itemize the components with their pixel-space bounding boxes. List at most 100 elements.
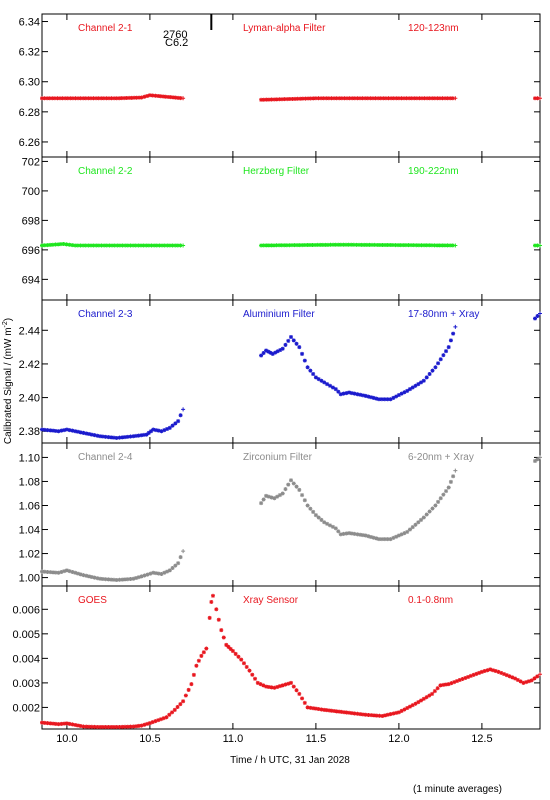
data-point [75,723,80,728]
data-point [142,94,147,99]
data-point [417,96,422,101]
data-point [307,243,312,248]
data-point [355,532,360,537]
data-point [311,509,316,514]
data-point [380,714,385,718]
data-point [120,435,125,440]
data-point [444,489,449,494]
data-point [78,96,83,101]
data-point [349,391,354,396]
y-axis-title-superscript: -2 [2,321,9,327]
data-point [149,429,154,434]
data-point [374,536,379,541]
data-point [413,522,418,527]
data-point [151,427,156,432]
data-point [325,242,330,247]
data-point [441,682,446,687]
data-point [120,724,125,729]
data-point [261,97,266,102]
data-point [363,393,368,398]
data-point [255,680,260,685]
data-point [120,243,125,248]
data-point [412,96,417,101]
data-point [107,243,112,248]
data-point [40,96,44,101]
data-point [401,243,406,248]
data-point [407,704,412,709]
data-point [170,423,175,428]
data-point [153,93,158,98]
data-point [50,96,55,101]
data-point [328,242,333,247]
data-point [337,96,342,101]
data-point [419,380,424,385]
data-point [419,243,424,248]
data-point [330,524,335,529]
data-point [170,565,175,570]
data-point [405,529,410,534]
data-point [152,243,157,248]
data-point [457,678,462,683]
data-point [441,492,446,497]
data-point [73,96,78,101]
data-point [119,96,124,101]
data-point [266,494,271,499]
data-point [40,427,44,432]
data-point [294,484,299,489]
data-point [360,712,365,717]
data-point [449,681,454,686]
data-point [289,243,294,248]
data-point [58,242,63,247]
data-point [81,724,86,729]
data-point [396,96,401,101]
panel-4: 1.00 1.02 1.04 1.06 1.08 1.10 Channel 2-4 Zirco… [19,442,542,587]
data-point [259,353,264,358]
data-point [170,710,175,715]
data-point [106,725,111,730]
data-point [333,387,338,392]
data-point [339,709,344,714]
data-point [325,521,330,526]
data-point [96,96,101,101]
data-point [336,242,341,247]
data-point [416,382,421,387]
y-tick-label: 0.003 [12,678,40,690]
data-point [78,243,83,248]
data-point [329,96,334,101]
data-point [168,95,173,100]
data-point [377,242,382,247]
data-point [274,243,279,248]
data-point [51,570,56,575]
data-point [448,479,453,484]
data-point [349,711,354,716]
data-point [59,721,64,726]
data-point [95,724,100,729]
data-point [204,646,209,651]
data-point [427,693,432,698]
data-point [283,682,288,687]
data-point [154,243,159,248]
data-point [48,570,53,575]
data-point [352,96,357,101]
data-point [48,721,53,726]
data-point [166,94,171,99]
data-point [266,97,271,102]
data-point [264,97,269,102]
data-point [73,570,78,575]
data-point [165,569,170,574]
panel-series [40,93,542,102]
x-tick-label: 12.5 [471,733,492,745]
y-tick-label: 6.34 [19,17,40,29]
data-point [293,96,298,101]
y-tick-label: 698 [22,215,40,227]
panel-frame [41,585,541,730]
data-point [328,523,333,528]
data-point [159,429,164,434]
data-point [360,533,365,538]
panel-frame [41,299,541,444]
data-point [279,243,284,248]
data-point [40,720,44,725]
data-point [345,96,350,101]
data-point [270,351,275,356]
data-point [209,599,214,604]
